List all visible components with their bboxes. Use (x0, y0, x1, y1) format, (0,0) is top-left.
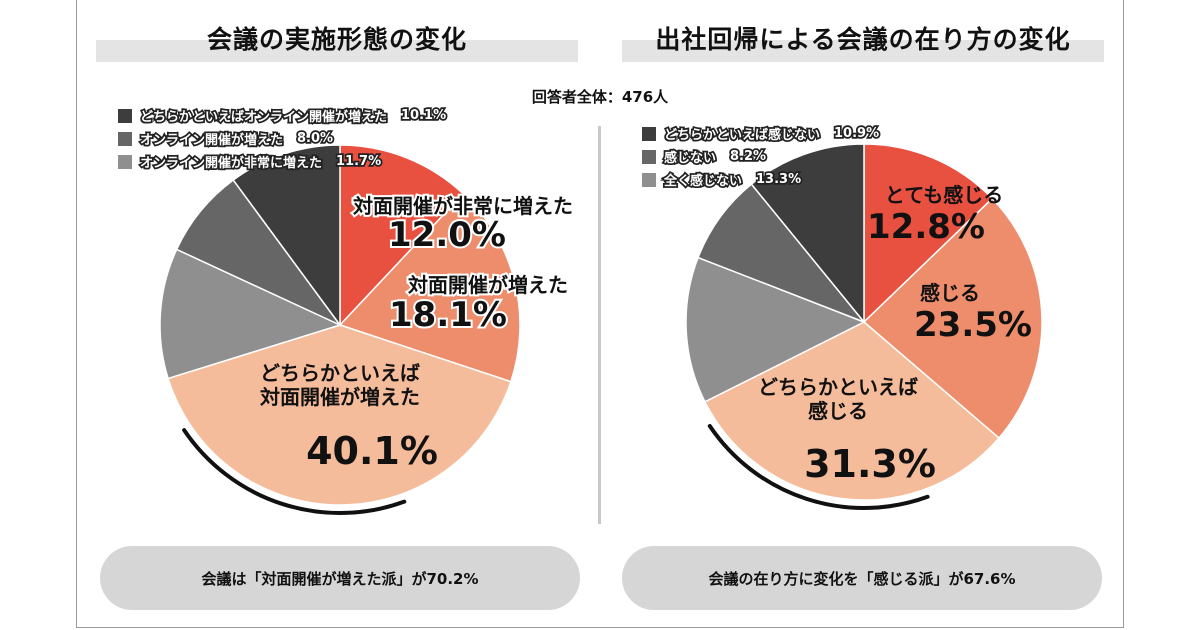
legend-swatch (642, 126, 656, 141)
legend-swatch (118, 131, 132, 146)
chart-title-right-text: 出社回帰による会議の在り方の変化 (655, 25, 1071, 54)
legend-label: どちらかといえば感じない (662, 126, 822, 145)
legend-label: オンライン開催が増えた (138, 131, 285, 150)
legend-value: 8.2% (728, 147, 768, 166)
slice-label: 対面開催が増えた (259, 385, 420, 409)
legend-right: どちらかといえば感じない 10.9% 感じない 8.2% 全く感じない 13.3… (642, 122, 881, 191)
slice-value-label: 12.0% (388, 215, 506, 255)
slice-value-label: 12.8% (867, 207, 985, 247)
legend-value: 8.0% (295, 129, 335, 148)
slice-value-label: 23.5% (914, 305, 1032, 345)
legend-value: 10.1% (399, 106, 448, 125)
slice-label: 対面開催が増えた (407, 273, 568, 297)
pie-slice (863, 143, 994, 324)
pie-slice (685, 256, 866, 403)
panel-divider (598, 126, 601, 524)
slice-label: 感じる (920, 281, 980, 305)
pie-slice (862, 197, 1043, 440)
legend-swatch (118, 154, 132, 169)
legend-item: 感じない 8.2% (642, 145, 879, 168)
legend-label: 感じない (662, 149, 718, 168)
legend-item: 全く感じない 13.3% (642, 168, 879, 191)
pie-slice (159, 248, 343, 380)
legend-swatch (118, 108, 132, 123)
respondents-count: 回答者全体：476人 (531, 88, 669, 106)
pie-slice (703, 321, 1001, 501)
legend-label: どちらかといえばオンライン開催が増えた (138, 108, 389, 127)
legend-item: どちらかといえば感じない 10.9% (642, 122, 881, 145)
summary-right: 会議の在り方に変化を「感じる派」が67.6% (622, 546, 1102, 610)
pie-slice (339, 144, 465, 327)
chart-title-left-text: 会議の実施形態の変化 (206, 25, 467, 54)
title-underline-bar (622, 40, 1104, 62)
legend-item: オンライン開催が非常に増えた 11.7% (118, 150, 446, 173)
slice-label: 対面開催が非常に増えた (352, 194, 573, 218)
legend-item: どちらかといえばオンライン開催が増えた 10.1% (118, 104, 448, 127)
slice-label: どちらかといえば (758, 375, 918, 399)
legend-label: オンライン開催が非常に増えた (138, 154, 324, 173)
slice-label: 感じる (808, 399, 868, 423)
pie-slice (232, 144, 341, 328)
slice-value-label: 31.3% (804, 442, 936, 486)
pie-slice (338, 192, 521, 383)
slice-label: とても感じる (885, 183, 1003, 207)
slice-label: どちらかといえば (260, 361, 420, 385)
pie-slice (175, 178, 341, 326)
legend-left: どちらかといえばオンライン開催が増えた 10.1% オンライン開催が増えた 8.… (118, 104, 448, 173)
pie-slice (167, 324, 512, 506)
slice-value-label: 18.1% (389, 295, 507, 335)
pie-slice (697, 183, 867, 324)
summary-left: 会議は「対面開催が増えた派」が70.2% (100, 546, 580, 610)
legend-value: 11.7% (334, 152, 383, 171)
legend-label: 全く感じない (662, 172, 744, 191)
legend-value: 10.9% (832, 124, 881, 143)
chart-title-right: 出社回帰による会議の在り方の変化 (622, 14, 1104, 62)
pie-outer-arc (182, 428, 407, 515)
slice-value-label: 40.1% (306, 429, 438, 473)
legend-swatch (642, 149, 656, 164)
pie-outer-arc (707, 424, 930, 510)
title-underline-bar (96, 40, 578, 62)
legend-value: 13.3% (754, 170, 803, 189)
chart-title-left: 会議の実施形態の変化 (96, 14, 578, 62)
figure-frame (76, 0, 1124, 628)
legend-swatch (642, 172, 656, 187)
pie-slice (750, 143, 865, 325)
legend-item: オンライン開催が増えた 8.0% (118, 127, 446, 150)
